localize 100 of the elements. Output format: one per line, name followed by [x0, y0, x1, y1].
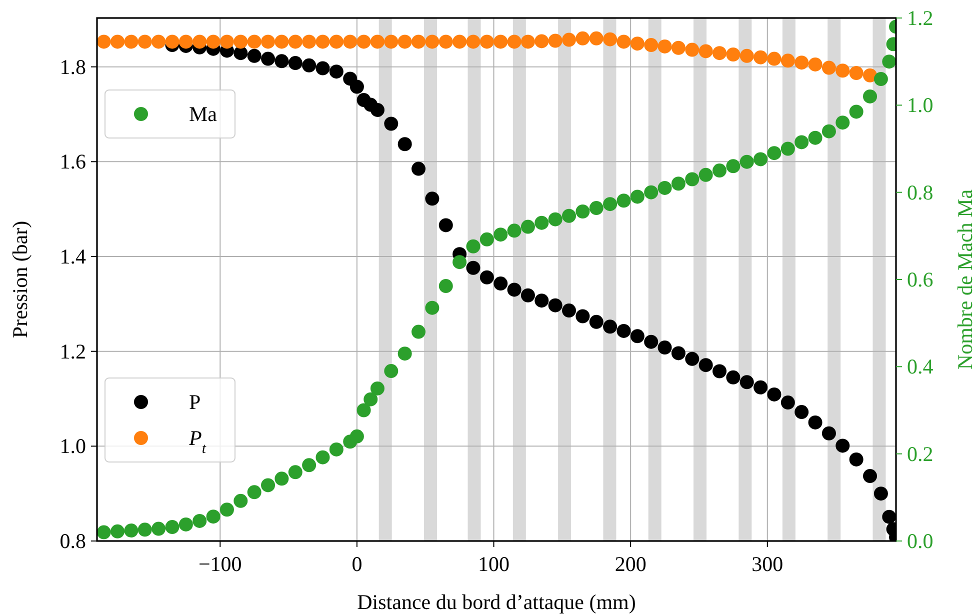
point: [329, 64, 344, 79]
point: [562, 304, 576, 318]
point: [849, 452, 864, 466]
point: [234, 34, 248, 49]
legend-label: Ma: [189, 102, 218, 126]
point: [261, 52, 276, 66]
point: [165, 34, 180, 49]
point: [110, 34, 125, 49]
point: [808, 57, 822, 72]
point: [698, 358, 713, 372]
point: [874, 486, 888, 501]
point: [603, 32, 618, 46]
point: [356, 34, 371, 49]
point: [698, 44, 713, 58]
point: [288, 56, 302, 70]
point: [780, 396, 795, 410]
point: [507, 34, 522, 49]
y2-axis-title: Nombre de Mach Ma: [953, 188, 977, 370]
point: [412, 162, 426, 176]
point: [616, 34, 631, 49]
point: [370, 34, 384, 49]
point: [849, 66, 864, 80]
point: [836, 438, 850, 453]
point: [316, 61, 330, 76]
point: [247, 48, 262, 63]
point: [350, 80, 364, 94]
point: [412, 34, 426, 49]
point: [247, 34, 262, 49]
point: [480, 270, 494, 284]
point: [780, 54, 795, 68]
point: [658, 39, 672, 54]
point: [671, 346, 686, 360]
y-tick-label: 1.0: [60, 434, 86, 458]
point: [589, 31, 604, 46]
y-tick-label: 1.2: [60, 339, 86, 364]
point: [644, 38, 658, 52]
y2-tick-label: 0.0: [907, 529, 934, 553]
x-axis-title: Distance du bord d’attaque (mm): [357, 590, 636, 614]
y-tick-label: 1.6: [60, 150, 86, 174]
point: [452, 34, 467, 49]
y-tick-label: 1.8: [60, 54, 86, 79]
point: [466, 34, 480, 49]
point: [562, 32, 576, 47]
point: [480, 34, 494, 49]
point: [808, 415, 822, 430]
point: [740, 375, 754, 390]
point: [863, 469, 878, 484]
y-tick-label: 0.8: [60, 529, 86, 553]
point: [576, 309, 590, 324]
point: [712, 364, 727, 378]
point: [97, 34, 111, 49]
x-tick-label: 0: [352, 552, 362, 576]
point: [220, 34, 234, 49]
y-tick-label: 1.4: [60, 244, 86, 269]
point: [302, 34, 316, 49]
point: [836, 64, 850, 78]
point: [658, 340, 672, 355]
x-tick-label: −100: [198, 552, 242, 576]
point: [534, 34, 549, 48]
point: [794, 405, 809, 420]
point: [384, 116, 398, 131]
point: [685, 352, 700, 366]
point: [438, 218, 453, 232]
point: [548, 34, 562, 48]
point: [234, 46, 248, 60]
point: [138, 34, 152, 49]
point: [274, 54, 289, 68]
point: [124, 34, 138, 49]
point: [192, 34, 207, 49]
point: [425, 34, 440, 49]
point: [767, 52, 782, 66]
point: [398, 34, 412, 49]
point: [616, 324, 631, 338]
point: [712, 46, 727, 60]
point: [644, 334, 658, 349]
point: [261, 34, 276, 49]
x-tick-label: 300: [752, 552, 784, 576]
point: [534, 294, 549, 308]
y2-tick-label: 1.0: [907, 93, 934, 118]
point: [494, 276, 508, 291]
y2-tick-label: 0.2: [907, 442, 934, 466]
x-tick-label: 200: [614, 552, 646, 576]
point: [398, 137, 412, 152]
y2-tick-label: 0.4: [907, 354, 934, 379]
point: [520, 34, 535, 49]
point: [288, 34, 302, 49]
point: [685, 42, 700, 57]
legend-label: P$_{t}$: [188, 426, 207, 457]
y-axis-title: Pression (bar): [8, 220, 32, 338]
point: [630, 329, 644, 344]
point: [425, 192, 440, 206]
point: [726, 48, 740, 62]
point: [520, 288, 535, 302]
legend-label: P: [189, 390, 201, 414]
point: [152, 34, 166, 49]
point: [740, 48, 754, 63]
point: [630, 36, 644, 51]
point: [507, 282, 522, 297]
point: [726, 370, 740, 384]
point: [671, 40, 686, 55]
